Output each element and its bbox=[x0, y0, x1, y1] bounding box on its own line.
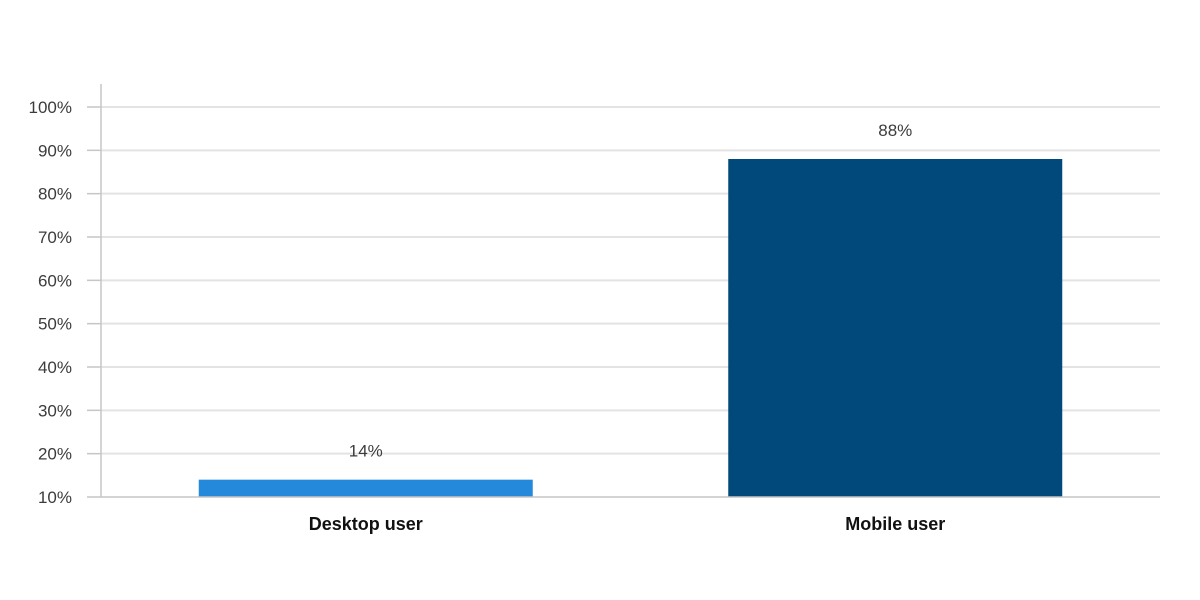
y-tick-label: 80% bbox=[38, 185, 72, 204]
x-category-label: Mobile user bbox=[845, 514, 945, 534]
y-tick-label: 10% bbox=[38, 488, 72, 507]
y-tick-label: 100% bbox=[29, 98, 72, 117]
data-label: 14% bbox=[349, 442, 383, 461]
data-label: 88% bbox=[878, 121, 912, 140]
y-tick-label: 40% bbox=[38, 358, 72, 377]
bars bbox=[198, 159, 1063, 497]
gridlines bbox=[101, 106, 1160, 455]
x-category-label: Desktop user bbox=[309, 514, 423, 534]
bar-mobile-user bbox=[728, 159, 1063, 497]
y-tick-label: 30% bbox=[38, 401, 72, 420]
y-tick-label: 60% bbox=[38, 271, 72, 290]
y-tick-label: 50% bbox=[38, 315, 72, 334]
labels: 10% 20% 30% 40% 50% 60% 70% 80% 90% 100% 14% Deskto… bbox=[29, 98, 946, 534]
bar-desktop-user bbox=[198, 479, 533, 497]
axes bbox=[87, 84, 1160, 498]
y-tick-label: 90% bbox=[38, 141, 72, 160]
y-tick-label: 20% bbox=[38, 445, 72, 464]
y-tick-label: 70% bbox=[38, 228, 72, 247]
